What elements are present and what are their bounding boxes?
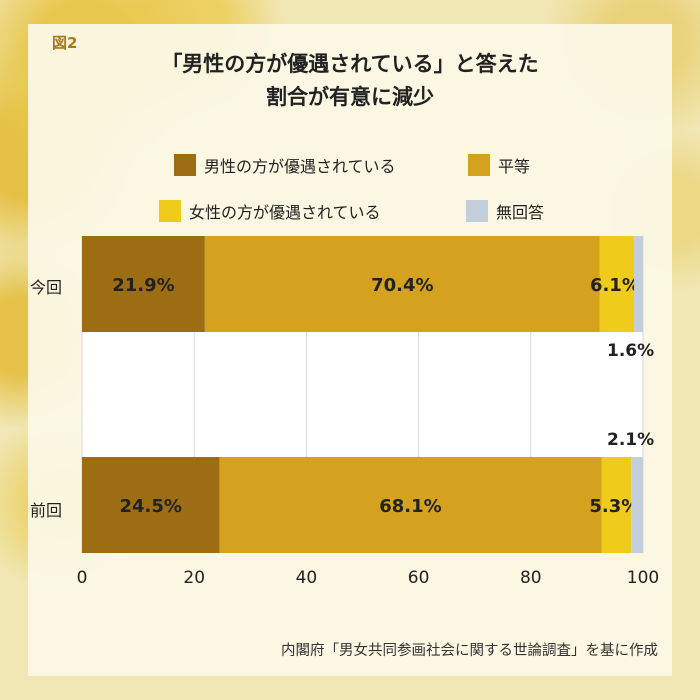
row-label-previous: 前回 — [30, 501, 63, 520]
bar-segment — [219, 457, 602, 553]
data-label: 21.9% — [112, 275, 174, 296]
data-label-current-no-answer: 1.6% — [607, 341, 655, 361]
data-label: 24.5% — [119, 496, 181, 517]
legend-label: 平等 — [498, 157, 531, 176]
chart-title-line-1: 「男性の方が優遇されている」と答えた — [161, 52, 539, 76]
x-tick-label: 20 — [183, 568, 205, 588]
data-label: 5.3% — [589, 496, 639, 517]
bar-segment — [599, 236, 635, 332]
x-tick-label: 80 — [520, 568, 542, 588]
legend-swatch — [174, 154, 196, 176]
data-label: 6.1% — [590, 275, 640, 296]
legend-item-equal: 平等 — [468, 153, 530, 177]
x-tick-label: 100 — [627, 568, 659, 588]
x-tick-label: 0 — [77, 568, 88, 588]
bar-segment — [82, 457, 220, 553]
legend-label: 男性の方が優遇されている — [204, 157, 396, 176]
legend-swatch — [468, 154, 490, 176]
legend-swatch — [159, 200, 181, 222]
chart-title-line-2: 割合が有意に減少 — [266, 85, 434, 109]
figure-label: 図2 — [52, 34, 78, 52]
data-label-previous-no-answer: 2.1% — [607, 430, 655, 450]
bar-segment — [601, 457, 632, 553]
source-note: 内閣府「男女共同参画社会に関する世論調査」を基に作成 — [281, 643, 658, 659]
legend-swatch — [466, 200, 488, 222]
legend-label: 無回答 — [496, 203, 545, 222]
legend-item-female-favored: 女性の方が優遇されている — [159, 199, 381, 223]
bar-segment — [631, 457, 643, 553]
bar-segment — [204, 236, 600, 332]
data-label: 68.1% — [379, 496, 441, 517]
bar-segment — [634, 236, 643, 332]
legend-item-no-answer: 無回答 — [466, 199, 544, 223]
row-label-current: 今回 — [30, 278, 63, 297]
x-tick-label: 60 — [408, 568, 430, 588]
legend-item-male-favored: 男性の方が優遇されている — [174, 153, 396, 177]
legend-label: 女性の方が優遇されている — [189, 203, 381, 222]
bar-segment — [82, 236, 205, 332]
x-tick-label: 40 — [296, 568, 318, 588]
data-label: 70.4% — [371, 275, 433, 296]
